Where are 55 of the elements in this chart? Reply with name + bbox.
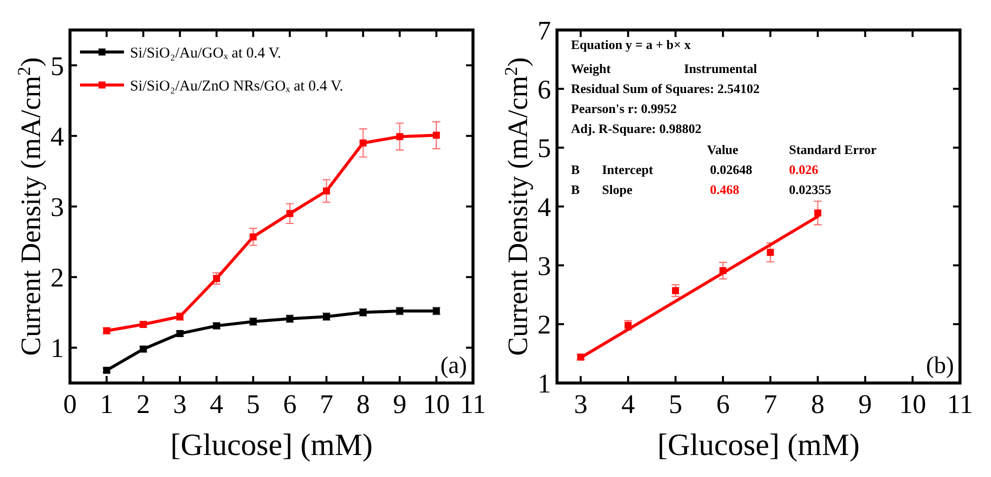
annotation: 0.468: [710, 182, 740, 197]
y-tick-label: 1: [538, 368, 551, 398]
x-tick-label: 5: [246, 389, 260, 419]
y-tick-label: 2: [50, 262, 64, 293]
x-tick-label: 7: [764, 389, 778, 419]
annotation: 0.02648: [710, 162, 753, 177]
annotation: Adj. R-Square: 0.98802: [571, 121, 702, 136]
annotation: Equation y = a + b× x: [571, 37, 692, 52]
x-axis-title: [Glucose] (mM): [170, 427, 373, 462]
x-tick-label: 11: [460, 389, 486, 419]
annotation: Instrumental: [684, 61, 758, 76]
y-tick-label: 3: [538, 250, 551, 281]
legend-label: Si/SiO₂/Au/GOₓ at 0.4 V.: [130, 45, 282, 62]
x-tick-label: 4: [210, 389, 224, 419]
x-tick-label: 4: [621, 389, 636, 419]
x-tick-label: 8: [811, 389, 825, 419]
y-tick-label: 5: [50, 50, 64, 81]
annotation: Standard Error: [789, 142, 877, 157]
y-tick-label: 3: [50, 192, 64, 222]
annotation: Residual Sum of Squares: 2.54102: [571, 81, 760, 96]
x-tick-label: 8: [356, 389, 370, 419]
annotation: (b): [926, 353, 954, 379]
annotation: Intercept: [602, 162, 654, 177]
x-tick-label: 10: [899, 389, 926, 419]
annotation: B: [571, 182, 580, 197]
annotation: B: [571, 162, 580, 177]
annotation: 0.026: [789, 162, 819, 177]
annotation: (a): [440, 353, 467, 379]
x-tick-label: 1: [100, 389, 114, 419]
x-tick-label: 6: [283, 389, 297, 419]
annotation: Weight: [571, 61, 612, 76]
x-tick-label: 0: [63, 389, 77, 419]
annotation: Slope: [602, 182, 633, 197]
y-tick-label: 2: [538, 310, 551, 340]
x-tick-label: 3: [173, 389, 187, 419]
x-tick-label: 7: [320, 389, 334, 419]
x-tick-label: 2: [136, 389, 150, 419]
y-tick-label: 1: [50, 333, 64, 364]
y-tick-label: 5: [538, 133, 551, 164]
x-tick-label: 6: [716, 389, 730, 419]
x-tick-label: 5: [668, 389, 682, 419]
annotation: Value: [707, 142, 739, 157]
y-tick-label: 6: [538, 74, 551, 104]
annotation: 0.02355: [789, 182, 832, 197]
x-tick-label: 9: [392, 389, 406, 419]
y-tick-label: 4: [538, 192, 552, 222]
y-tick-label: 4: [50, 121, 64, 152]
x-axis-title: [Glucose] (mM): [657, 427, 860, 462]
x-tick-label: 11: [947, 389, 973, 419]
legend-label: Si/SiO₂/Au/ZnO NRs/GOₓ at 0.4 V.: [130, 78, 344, 94]
y-tick-label: 7: [538, 15, 551, 46]
x-tick-label: 10: [422, 389, 450, 419]
annotation: Pearson's r: 0.9952: [571, 101, 677, 116]
x-tick-label: 9: [858, 389, 872, 419]
x-tick-label: 3: [574, 389, 588, 419]
